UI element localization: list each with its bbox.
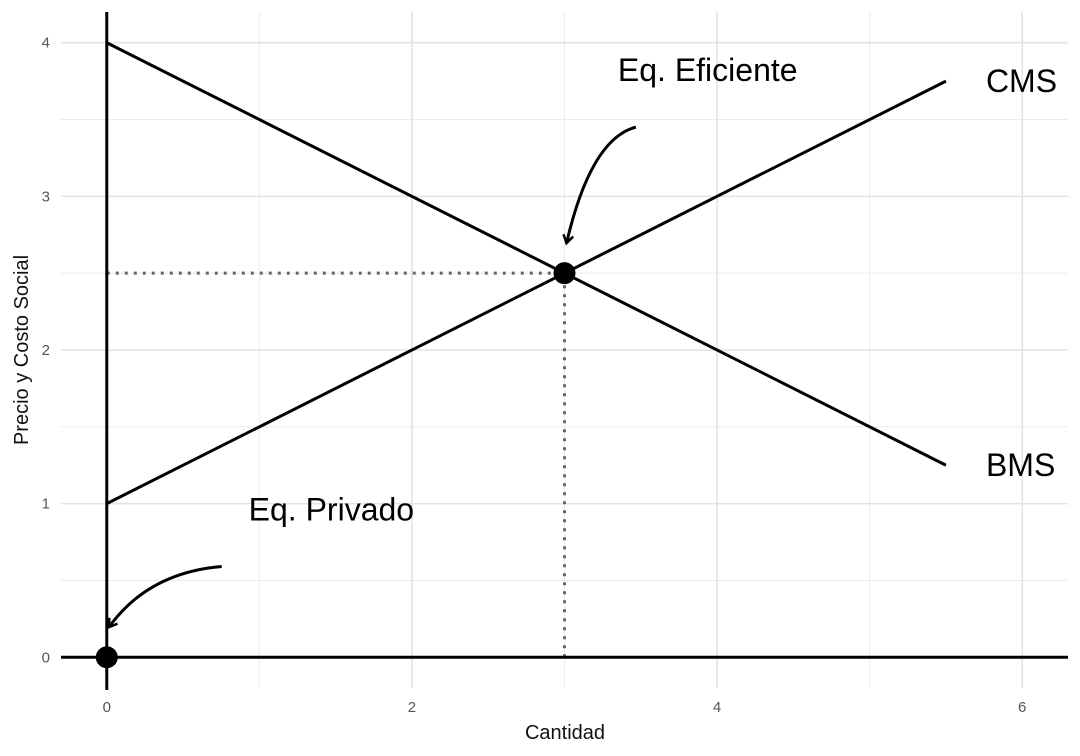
x-tick-label: 6 [1018, 699, 1026, 716]
axes [61, 12, 1068, 690]
y-tick-label: 4 [42, 35, 50, 52]
annotation-arrow [109, 565, 222, 628]
equilibrium-point [95, 646, 118, 669]
series-label-bms: BMS [986, 447, 1055, 483]
annotations: Eq. Eficiente Eq. Privado [109, 52, 798, 627]
y-tick-label: 1 [42, 496, 50, 513]
y-tick-label: 3 [42, 188, 50, 205]
tick-labels: 0 2 4 6 0 1 2 3 4 [42, 35, 1027, 716]
series-line-cms [106, 79, 947, 505]
annotation-label: Eq. Eficiente [618, 52, 798, 88]
series-line-bms [106, 41, 947, 467]
annotation-label: Eq. Privado [249, 492, 414, 528]
x-tick-label: 4 [713, 699, 721, 716]
y-axis-title: Precio y Costo Social [11, 255, 33, 445]
x-axis-title: Cantidad [525, 722, 605, 744]
reference-lines [106, 271, 566, 658]
x-tick-label: 0 [103, 699, 111, 716]
series-lines: CMS BMS [95, 41, 1057, 669]
series-label-cms: CMS [986, 63, 1057, 99]
annotation-arrow [567, 125, 637, 243]
equilibrium-point [553, 262, 576, 285]
y-tick-label: 2 [42, 342, 50, 359]
y-tick-label: 0 [42, 649, 50, 666]
x-tick-label: 2 [408, 699, 416, 716]
